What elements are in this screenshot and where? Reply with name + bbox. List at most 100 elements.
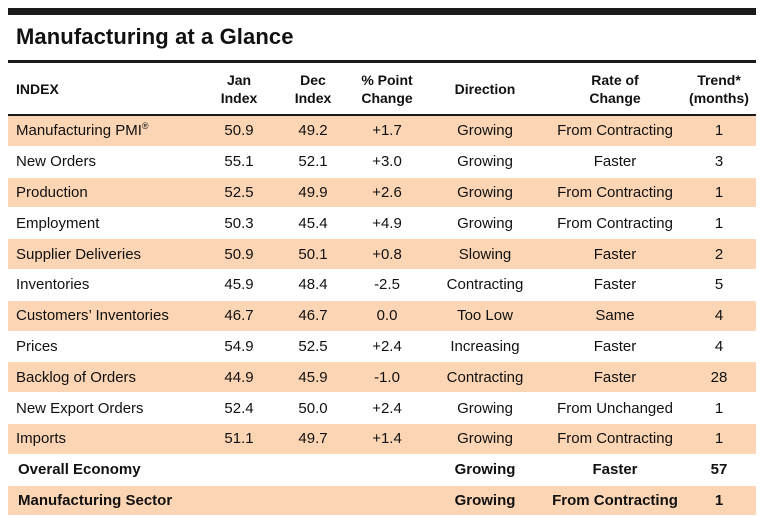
rate-of-change-value: From Contracting bbox=[548, 207, 682, 240]
index-name-text: Supplier Deliveries bbox=[16, 245, 142, 263]
trend-value: 4 bbox=[682, 300, 756, 332]
dec-index-value: 52.1 bbox=[274, 146, 352, 178]
index-name: New Orders bbox=[8, 146, 204, 178]
index-name-text: Prices bbox=[16, 337, 58, 355]
point-change-value: +2.6 bbox=[352, 177, 422, 209]
header-rate-of-change: Rate of Change bbox=[548, 64, 682, 116]
index-name-text: Employment bbox=[16, 214, 100, 232]
direction-value: Growing bbox=[422, 177, 548, 209]
index-name-text: New Export Orders bbox=[16, 399, 144, 417]
index-name-text: Imports bbox=[16, 430, 67, 448]
point-change-value: +0.8 bbox=[352, 238, 422, 270]
index-name: Production bbox=[8, 177, 204, 209]
empty-cell bbox=[204, 454, 274, 486]
trend-value: 1 bbox=[682, 207, 756, 240]
direction-value: Contracting bbox=[422, 269, 548, 301]
summary-row: Overall Economy Growing Faster 57 bbox=[8, 454, 756, 486]
header-index: INDEX bbox=[8, 64, 204, 116]
point-change-value: +1.7 bbox=[352, 115, 422, 147]
point-change-value: -2.5 bbox=[352, 269, 422, 301]
dec-index-value: 49.9 bbox=[274, 177, 352, 209]
dec-index-value: 50.1 bbox=[274, 238, 352, 270]
table-row: New Export Orders 52.4 50.0 +2.4 Growing From… bbox=[8, 392, 756, 424]
index-name: Employment bbox=[8, 207, 204, 240]
index-name: Customers’ Inventories bbox=[8, 300, 204, 332]
trend-value: 2 bbox=[682, 238, 756, 270]
table-row: Prices 54.9 52.5 +2.4 Increasing Faster 4 bbox=[8, 331, 756, 363]
manufacturing-table: INDEX Jan Index Dec Index % Point Change… bbox=[8, 64, 756, 516]
trend-value: 28 bbox=[682, 361, 756, 394]
rate-of-change-value: Faster bbox=[548, 238, 682, 270]
dec-index-value: 50.0 bbox=[274, 392, 352, 424]
index-name-text: Customers’ Inventories bbox=[16, 307, 169, 325]
point-change-value: +4.9 bbox=[352, 207, 422, 240]
table-body: Manufacturing PMI® 50.9 49.2 +1.7 Growing Fro… bbox=[8, 115, 756, 516]
empty-cell bbox=[274, 485, 352, 516]
jan-index-value: 50.9 bbox=[204, 115, 274, 147]
empty-cell bbox=[352, 454, 422, 486]
table-row: Imports 51.1 49.7 +1.4 Growing From Contracti… bbox=[8, 423, 756, 455]
point-change-value: +3.0 bbox=[352, 146, 422, 178]
rate-of-change-value: Same bbox=[548, 300, 682, 332]
dec-index-value: 49.7 bbox=[274, 423, 352, 455]
rate-of-change-value: From Contracting bbox=[548, 115, 682, 147]
table-row: Manufacturing PMI® 50.9 49.2 +1.7 Growing Fro… bbox=[8, 115, 756, 147]
table-row: Supplier Deliveries 50.9 50.1 +0.8 Slowing Fa… bbox=[8, 238, 756, 270]
index-name-text: Production bbox=[16, 183, 88, 201]
index-name: Supplier Deliveries bbox=[8, 238, 204, 270]
table-row: Employment 50.3 45.4 +4.9 Growing From Contra… bbox=[8, 207, 756, 240]
point-change-value: +1.4 bbox=[352, 423, 422, 455]
rate-of-change-value: Faster bbox=[548, 331, 682, 363]
rate-of-change-value: Faster bbox=[548, 269, 682, 301]
dec-index-value: 48.4 bbox=[274, 269, 352, 301]
summary-rate: Faster bbox=[548, 454, 682, 486]
jan-index-value: 50.3 bbox=[204, 207, 274, 240]
jan-index-value: 50.9 bbox=[204, 238, 274, 270]
header-dec-index: Dec Index bbox=[274, 64, 352, 116]
table-row: Backlog of Orders 44.9 45.9 -1.0 Contracting… bbox=[8, 361, 756, 394]
dec-index-value: 46.7 bbox=[274, 300, 352, 332]
table-row: Inventories 45.9 48.4 -2.5 Contracting Faster… bbox=[8, 269, 756, 301]
trend-value: 1 bbox=[682, 177, 756, 209]
dec-index-value: 49.2 bbox=[274, 115, 352, 147]
point-change-value: -1.0 bbox=[352, 361, 422, 394]
trend-value: 1 bbox=[682, 115, 756, 147]
index-name: New Export Orders bbox=[8, 392, 204, 424]
rate-of-change-value: From Contracting bbox=[548, 423, 682, 455]
jan-index-value: 46.7 bbox=[204, 300, 274, 332]
header-trend: Trend* (months) bbox=[682, 64, 756, 116]
registered-mark: ® bbox=[141, 121, 149, 132]
header-direction: Direction bbox=[422, 64, 548, 116]
trend-value: 1 bbox=[682, 392, 756, 424]
direction-value: Growing bbox=[422, 207, 548, 240]
jan-index-value: 51.1 bbox=[204, 423, 274, 455]
index-name: Manufacturing PMI® bbox=[8, 115, 204, 147]
summary-rate: From Contracting bbox=[548, 485, 682, 516]
index-name: Inventories bbox=[8, 269, 204, 301]
index-name-text: Inventories bbox=[16, 276, 90, 294]
page-title: Manufacturing at a Glance bbox=[16, 24, 294, 49]
top-rule bbox=[8, 8, 756, 15]
jan-index-value: 52.4 bbox=[204, 392, 274, 424]
rate-of-change-value: Faster bbox=[548, 146, 682, 178]
rate-of-change-value: From Contracting bbox=[548, 177, 682, 209]
summary-row: Manufacturing Sector Growing From Contract… bbox=[8, 485, 756, 516]
dec-index-value: 45.9 bbox=[274, 361, 352, 394]
point-change-value: +2.4 bbox=[352, 392, 422, 424]
table-row: New Orders 55.1 52.1 +3.0 Growing Faster 3 bbox=[8, 146, 756, 178]
title-rule bbox=[8, 60, 756, 63]
jan-index-value: 45.9 bbox=[204, 269, 274, 301]
trend-value: 1 bbox=[682, 423, 756, 455]
header-point-change: % Point Change bbox=[352, 64, 422, 116]
direction-value: Growing bbox=[422, 115, 548, 147]
direction-value: Slowing bbox=[422, 238, 548, 270]
empty-cell bbox=[204, 485, 274, 516]
jan-index-value: 55.1 bbox=[204, 146, 274, 178]
trend-value: 3 bbox=[682, 146, 756, 178]
index-name-text: Manufacturing PMI bbox=[16, 122, 142, 140]
rate-of-change-value: From Unchanged bbox=[548, 392, 682, 424]
index-name: Backlog of Orders bbox=[8, 361, 204, 394]
table-row: Production 52.5 49.9 +2.6 Growing From Contra… bbox=[8, 177, 756, 209]
empty-cell bbox=[274, 454, 352, 486]
summary-direction: Growing bbox=[422, 454, 548, 486]
